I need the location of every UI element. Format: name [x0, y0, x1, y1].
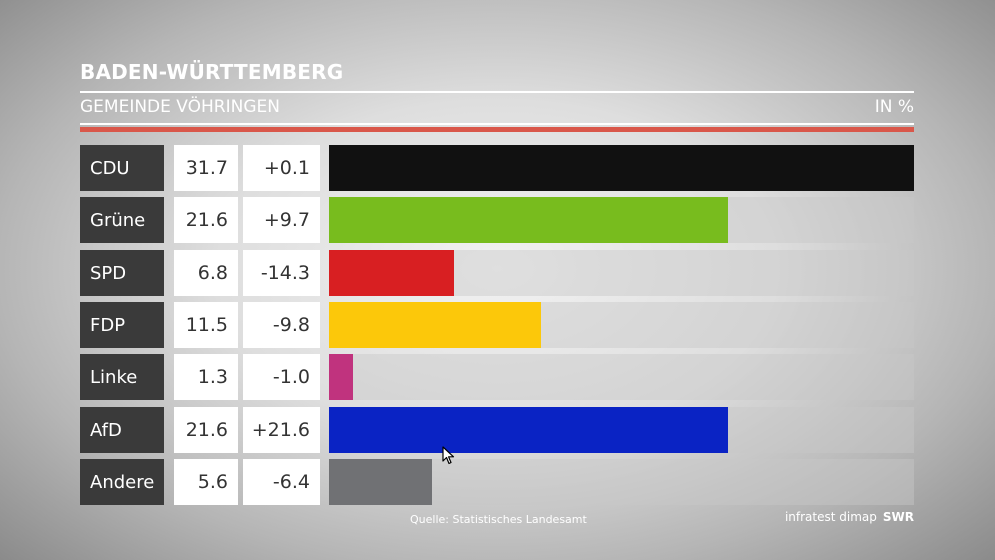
party-row: SPD 6.8 -14.3 — [80, 250, 914, 296]
change-label: -6.4 — [243, 459, 320, 505]
bar-track — [329, 407, 914, 453]
change-label: +0.1 — [243, 145, 320, 191]
result-bar — [329, 302, 541, 348]
party-label: Grüne — [80, 197, 164, 243]
pollster-name: infratest dimap — [784, 510, 877, 524]
party-label: Linke — [80, 354, 164, 400]
chart-title: BADEN-WÜRTTEMBERG — [80, 60, 344, 84]
subtitle-divider — [80, 123, 914, 125]
vote-share-label: 5.6 — [174, 459, 238, 505]
result-bar — [329, 197, 728, 243]
bar-track — [329, 250, 914, 296]
source-note: Quelle: Statistisches Landesamt — [410, 513, 587, 526]
party-row: Linke 1.3 -1.0 — [80, 354, 914, 400]
bar-track — [329, 459, 914, 505]
party-label: Andere — [80, 459, 164, 505]
chart-subtitle: GEMEINDE VÖHRINGEN — [80, 97, 280, 117]
result-bar — [329, 145, 914, 191]
vote-share-label: 1.3 — [174, 354, 238, 400]
vote-share-label: 21.6 — [174, 407, 238, 453]
party-row: CDU 31.7 +0.1 — [80, 145, 914, 191]
bar-track — [329, 145, 914, 191]
change-label: -9.8 — [243, 302, 320, 348]
bar-track — [329, 354, 914, 400]
title-divider — [80, 91, 914, 93]
vote-share-label: 31.7 — [174, 145, 238, 191]
accent-rule — [80, 127, 914, 132]
party-row: Grüne 21.6 +9.7 — [80, 197, 914, 243]
result-bar — [329, 407, 728, 453]
mouse-pointer-icon — [442, 446, 455, 465]
unit-label: IN % — [874, 97, 914, 117]
party-label: FDP — [80, 302, 164, 348]
party-label: CDU — [80, 145, 164, 191]
broadcaster-logo: SWR — [882, 510, 914, 524]
change-label: +9.7 — [243, 197, 320, 243]
bar-track — [329, 197, 914, 243]
result-bar — [329, 250, 454, 296]
result-bar — [329, 459, 432, 505]
brand-credit: infratest dimap SWR — [785, 510, 914, 524]
party-row: AfD 21.6 +21.6 — [80, 407, 914, 453]
vote-share-label: 11.5 — [174, 302, 238, 348]
change-label: -1.0 — [243, 354, 320, 400]
result-bar — [329, 354, 353, 400]
party-label: SPD — [80, 250, 164, 296]
party-row: FDP 11.5 -9.8 — [80, 302, 914, 348]
bar-track — [329, 302, 914, 348]
change-label: -14.3 — [243, 250, 320, 296]
change-label: +21.6 — [243, 407, 320, 453]
vote-share-label: 6.8 — [174, 250, 238, 296]
party-row: Andere 5.6 -6.4 — [80, 459, 914, 505]
party-label: AfD — [80, 407, 164, 453]
vote-share-label: 21.6 — [174, 197, 238, 243]
